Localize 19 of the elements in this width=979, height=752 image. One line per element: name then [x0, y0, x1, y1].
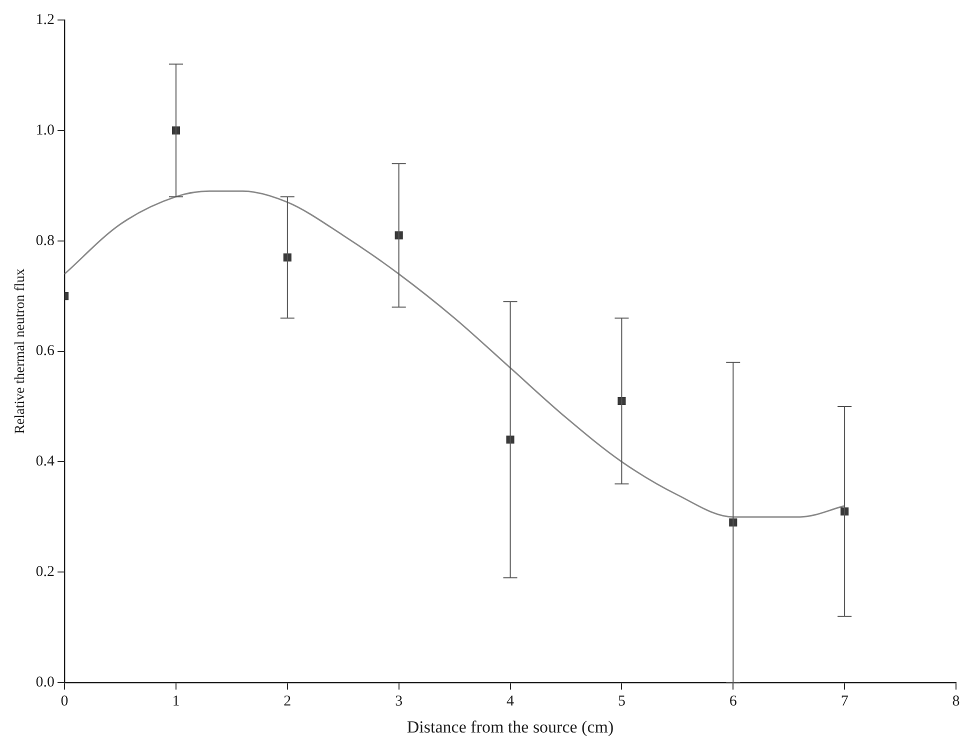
x-tick-label: 8 [952, 694, 960, 710]
y-tick-label: 0.0 [36, 674, 55, 691]
line-series [64, 190, 846, 518]
y-tick-label: 1.0 [36, 122, 55, 138]
y-tick-label: 0.6 [36, 343, 56, 360]
x-tick-label: 0 [60, 694, 68, 710]
x-tick-label: 1 [172, 694, 180, 710]
x-tick-label: 3 [395, 694, 403, 710]
x-tick-label: 4 [506, 694, 515, 710]
x-tick-label: 5 [618, 694, 626, 710]
y-axis-title: Relative thermal neutron flux [13, 268, 28, 434]
y-tick-label: 1.2 [36, 12, 55, 28]
x-tick-label: 7 [840, 694, 849, 710]
x-tick-label: 2 [284, 694, 292, 710]
y-tick-label: 0.8 [36, 232, 55, 249]
y-tick-label: 0.2 [36, 564, 55, 580]
x-axis-title: Distance from the source (cm) [406, 717, 614, 736]
x-tick-label: 6 [729, 694, 738, 710]
y-tick-label: 0.4 [36, 454, 56, 470]
